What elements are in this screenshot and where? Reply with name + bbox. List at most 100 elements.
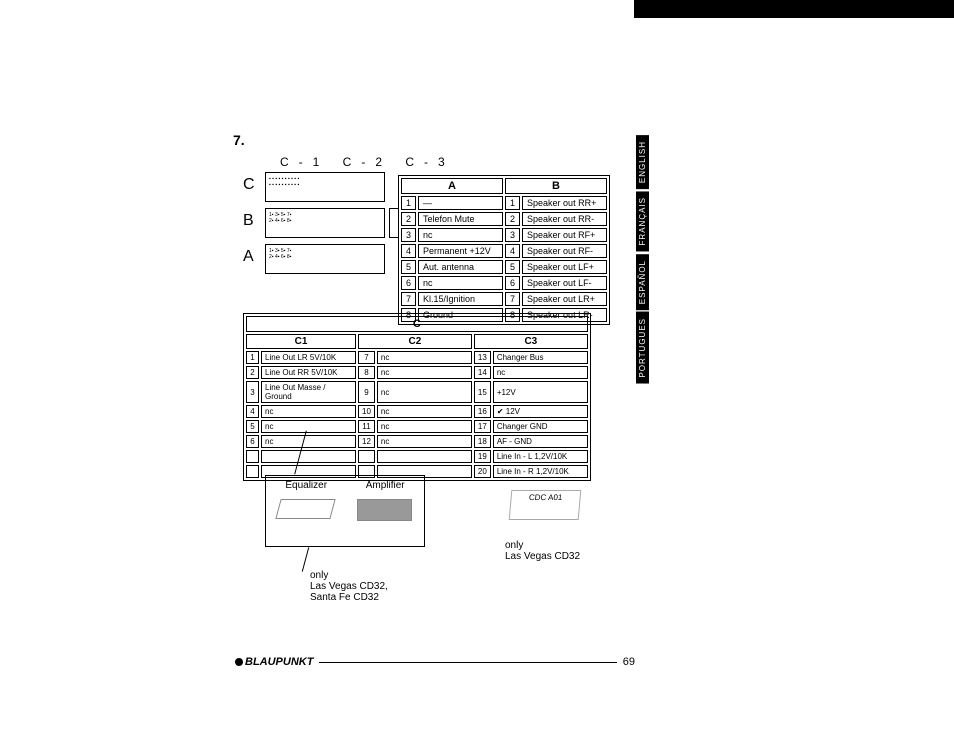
table-cell: nc <box>377 420 472 433</box>
table-cell: 3 <box>401 228 416 242</box>
table-c: C C1 C2 C3 1Line Out LR 5V/10K7nc13Chang… <box>243 313 591 481</box>
table-cell: nc <box>261 435 356 448</box>
table-cell: 6 <box>401 276 416 290</box>
table-cell: Permanent +12V <box>418 244 503 258</box>
table-cell: nc <box>377 405 472 418</box>
table-cell: 19 <box>474 450 491 463</box>
cdc-box: CDC A01 <box>509 490 582 520</box>
table-cell: Speaker out RF+ <box>522 228 607 242</box>
table-cell: 2 <box>505 212 520 226</box>
note-line <box>302 547 309 571</box>
table-cell: Speaker out LR+ <box>522 292 607 306</box>
table-cell: nc <box>377 366 472 379</box>
table-cell: nc <box>377 351 472 364</box>
note-lasvegas: only Las Vegas CD32 <box>505 540 580 562</box>
lang-tab: PORTUGUES <box>636 312 649 384</box>
table-cell: Speaker out RR- <box>522 212 607 226</box>
note-text: Las Vegas CD32 <box>505 551 580 562</box>
table-cell: 2 <box>246 366 259 379</box>
table-cell <box>358 450 375 463</box>
table-ab-header-b: B <box>505 178 607 194</box>
equalizer-label: Equalizer <box>285 480 327 491</box>
table-cell: 9 <box>358 381 375 403</box>
table-cell: 18 <box>474 435 491 448</box>
table-cell <box>377 450 472 463</box>
table-cell: ✔ 12V <box>493 405 588 418</box>
table-ab: A B 1—1Speaker out RR+2Telefon Mute2Spea… <box>398 175 610 325</box>
table-cell: 11 <box>358 420 375 433</box>
table-cell: Line Out RR 5V/10K <box>261 366 356 379</box>
connector-diagram: C B A ▪ ▪ ▪ ▪ ▪ ▪ ▪ ▪ ▪ ▪▪ ▪ ▪ ▪ ▪ ▪ ▪ ▪… <box>243 172 388 277</box>
table-cell: Speaker out RR+ <box>522 196 607 210</box>
language-tabs: ENGLISH FRANÇAIS ESPAÑOL PORTUGUES <box>636 135 654 385</box>
table-cell: 4 <box>401 244 416 258</box>
table-cell: 4 <box>246 405 259 418</box>
table-cell: nc <box>377 435 472 448</box>
table-c-sub-c1: C1 <box>246 334 356 349</box>
note-lasvegas-santafe: only Las Vegas CD32, Santa Fe CD32 <box>310 570 388 603</box>
brand-dot-icon <box>235 658 243 666</box>
table-cell: 14 <box>474 366 491 379</box>
table-cell: 15 <box>474 381 491 403</box>
table-cell: 20 <box>474 465 491 478</box>
table-cell <box>246 450 259 463</box>
table-cell: 7 <box>358 351 375 364</box>
table-cell: 1 <box>401 196 416 210</box>
table-cell: Kl.15/Ignition <box>418 292 503 306</box>
table-cell: 1 <box>246 351 259 364</box>
table-cell: Line In - R 1,2V/10K <box>493 465 588 478</box>
page-number: 69 <box>623 656 635 668</box>
note-text: only <box>310 570 388 581</box>
table-cell: 4 <box>505 244 520 258</box>
table-cell: 16 <box>474 405 491 418</box>
table-cell: 6 <box>246 435 259 448</box>
table-cell: Changer Bus <box>493 351 588 364</box>
table-cell: Changer GND <box>493 420 588 433</box>
lang-tab: FRANÇAIS <box>636 191 649 251</box>
table-cell: 1 <box>505 196 520 210</box>
table-cell: 3 <box>246 381 259 403</box>
section-number: 7. <box>233 132 245 148</box>
side-label-a: A <box>243 248 254 266</box>
table-cell: 8 <box>358 366 375 379</box>
table-cell: 5 <box>246 420 259 433</box>
table-cell: nc <box>261 420 356 433</box>
table-cell: — <box>418 196 503 210</box>
table-cell <box>261 450 356 463</box>
table-cell: Speaker out RF- <box>522 244 607 258</box>
table-cell: nc <box>493 366 588 379</box>
cdc-label: CDC A01 <box>511 491 580 502</box>
table-cell: 7 <box>401 292 416 306</box>
top-black-bar <box>634 0 954 18</box>
table-cell: +12V <box>493 381 588 403</box>
table-cell: 3 <box>505 228 520 242</box>
amplifier-label: Amplifier <box>366 480 405 491</box>
table-c-header: C <box>246 316 588 332</box>
note-text: Santa Fe CD32 <box>310 592 388 603</box>
equalizer-amplifier-box: Equalizer Amplifier <box>265 475 425 547</box>
side-label-b: B <box>243 212 254 230</box>
table-cell: 6 <box>505 276 520 290</box>
connector-row-a: 1▪ 3▪ 5▪ 7▪2▪ 4▪ 6▪ 8▪ <box>265 244 385 274</box>
amplifier-icon <box>357 499 412 521</box>
table-ab-header-a: A <box>401 178 503 194</box>
table-cell: 2 <box>401 212 416 226</box>
table-cell: nc <box>377 381 472 403</box>
table-c-sub-c3: C3 <box>474 334 588 349</box>
table-cell: Speaker out LF- <box>522 276 607 290</box>
table-cell: 5 <box>505 260 520 274</box>
table-cell: 7 <box>505 292 520 306</box>
table-cell: 10 <box>358 405 375 418</box>
table-cell: 17 <box>474 420 491 433</box>
table-cell: 5 <box>401 260 416 274</box>
table-cell: Speaker out LF+ <box>522 260 607 274</box>
table-cell: 12 <box>358 435 375 448</box>
table-c-sub-c2: C2 <box>358 334 472 349</box>
table-cell: nc <box>418 228 503 242</box>
connector-row-b: 1▪ 3▪ 5▪ 7▪2▪ 4▪ 6▪ 8▪ <box>265 208 385 238</box>
table-cell: Line Out Masse / Ground <box>261 381 356 403</box>
table-cell: nc <box>418 276 503 290</box>
note-text: only <box>505 540 580 551</box>
equalizer-icon <box>275 499 335 519</box>
connector-row-c: ▪ ▪ ▪ ▪ ▪ ▪ ▪ ▪ ▪ ▪▪ ▪ ▪ ▪ ▪ ▪ ▪ ▪ ▪ ▪ <box>265 172 385 202</box>
